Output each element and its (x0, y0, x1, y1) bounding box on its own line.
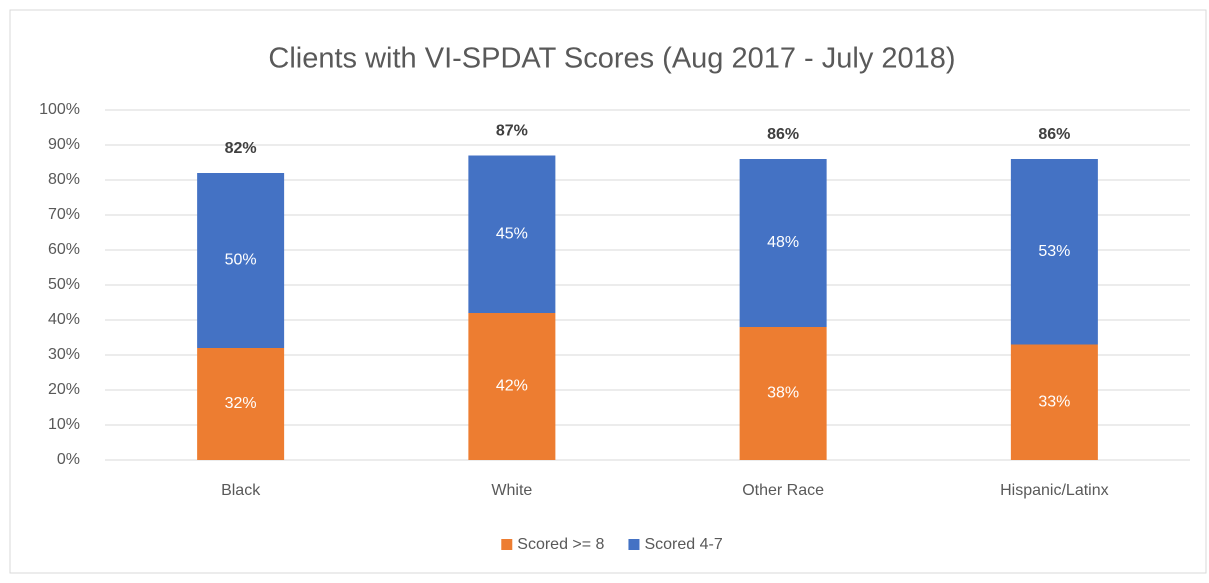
y-tick-label: 60% (48, 241, 80, 258)
y-tick-label: 100% (39, 101, 80, 118)
bar-segment (1010, 344, 1098, 460)
data-label: 45% (496, 225, 528, 242)
x-tick-label: Other Race (742, 482, 824, 499)
total-label: 86% (1038, 126, 1070, 143)
y-tick-label: 40% (48, 311, 80, 328)
y-tick-label: 30% (48, 346, 80, 363)
bar-segment (197, 173, 285, 348)
x-tick-label: Hispanic/Latinx (1000, 482, 1109, 499)
legend-label: Scored 4-7 (644, 536, 722, 553)
total-label: 82% (225, 140, 257, 157)
data-label: 48% (767, 234, 799, 251)
data-label: 38% (767, 385, 799, 402)
y-tick-label: 50% (48, 276, 80, 293)
y-tick-label: 0% (57, 451, 80, 468)
x-tick-label: Black (221, 482, 261, 499)
legend-swatch (501, 539, 513, 550)
bar-segment (1010, 159, 1098, 345)
bar-segment (739, 159, 827, 327)
data-label: 50% (225, 252, 257, 269)
y-tick-label: 20% (48, 381, 80, 398)
bar-segment (739, 327, 827, 460)
y-tick-label: 90% (48, 136, 80, 153)
bar-segment (468, 313, 556, 460)
legend-label: Scored >= 8 (517, 536, 604, 553)
data-label: 53% (1038, 243, 1070, 260)
total-label: 86% (767, 126, 799, 143)
x-tick-label: White (491, 482, 532, 499)
data-label: 33% (1038, 393, 1070, 410)
data-label: 32% (225, 395, 257, 412)
y-tick-label: 80% (48, 171, 80, 188)
total-label: 87% (496, 123, 528, 140)
y-tick-label: 10% (48, 416, 80, 433)
bar-segment (468, 155, 556, 313)
y-tick-label: 70% (48, 206, 80, 223)
data-label: 42% (496, 378, 528, 395)
chart-title: Clients with VI-SPDAT Scores (Aug 2017 -… (268, 43, 955, 75)
bar-segment (197, 348, 285, 460)
legend-swatch (628, 539, 640, 550)
